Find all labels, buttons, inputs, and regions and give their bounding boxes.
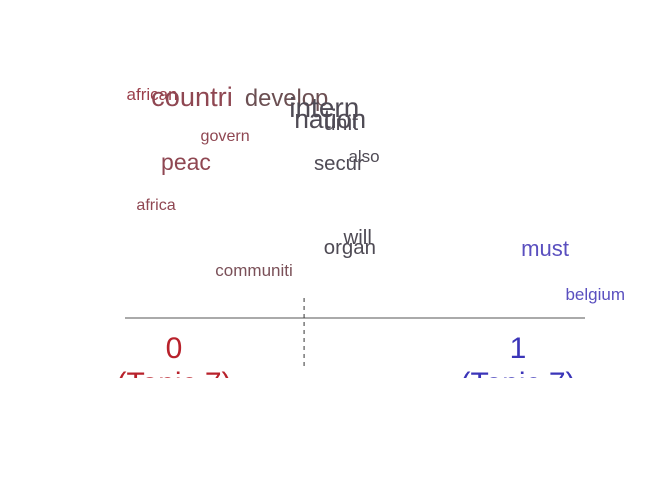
word-develop: develop [245,85,328,112]
label-clip-mask [0,378,672,480]
word-belgium: belgium [565,285,625,304]
word-secur: secur [314,153,364,175]
word-organ: organ [324,237,376,259]
word-africa: africa [136,196,175,214]
word-nation: nation [294,104,366,134]
word-african: african [127,85,178,104]
axis-min-label: 0 [166,332,183,365]
word-unit: unit [324,111,358,135]
word-communiti: communiti [215,261,292,280]
word-intern: intern [289,92,359,123]
word-countri: countri [151,81,233,112]
word-will: will [343,227,372,249]
axis-max-label: 1 [510,332,527,365]
word-must: must [521,236,569,261]
word-also: also [348,147,379,166]
word-peac: peac [161,149,211,175]
word-govern: govern [201,127,250,145]
